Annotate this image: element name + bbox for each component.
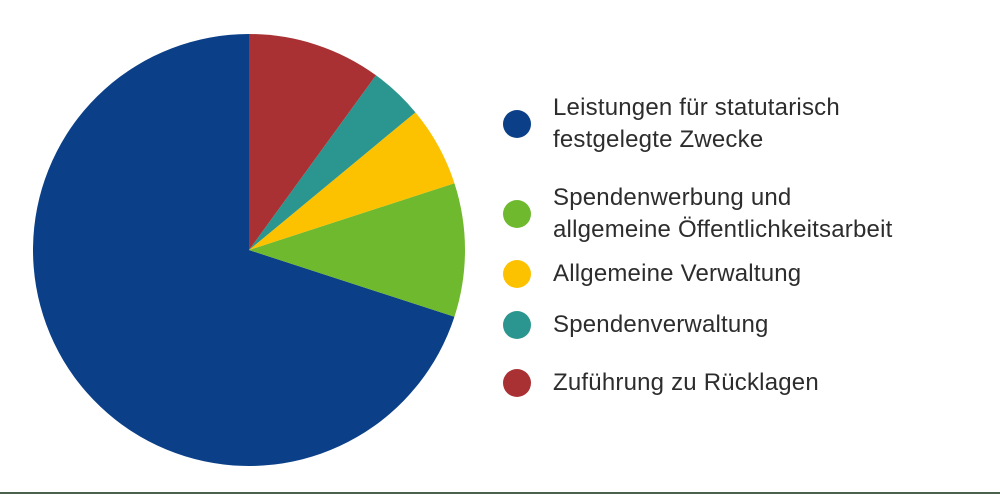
pie-slice-statutarische-zwecke xyxy=(33,34,455,466)
legend-item-spendenwerbung: Spendenwerbung und allgemeine Öffentlich… xyxy=(503,182,892,246)
legend-label-line: allgemeine Öffentlichkeitsarbeit xyxy=(553,216,893,243)
pie-slice-allgemeine-verwaltung xyxy=(249,112,455,250)
legend-label-line: Spendenverwaltung xyxy=(553,311,769,338)
legend-label-line: festgelegte Zwecke xyxy=(553,126,764,153)
pie-slice-ruecklagen xyxy=(249,34,376,250)
legend-item-statutarische-zwecke: Leistungen für statutarisch festgelegte … xyxy=(503,92,892,156)
legend-item-allgemeine-verwaltung: Allgemeine Verwaltung xyxy=(503,258,892,290)
legend-label-allgemeine-verwaltung: Allgemeine Verwaltung xyxy=(553,258,801,290)
pie-chart xyxy=(33,34,466,466)
legend-item-spendenverwaltung: Spendenverwaltung xyxy=(503,309,892,341)
legend-label-statutarische-zwecke: Leistungen für statutarisch festgelegte … xyxy=(553,92,840,156)
legend: Leistungen für statutarisch festgelegte … xyxy=(503,92,892,399)
legend-swatch-green xyxy=(503,200,531,228)
legend-swatch-teal xyxy=(503,311,531,339)
legend-swatch-red xyxy=(503,369,531,397)
legend-item-ruecklagen: Zuführung zu Rücklagen xyxy=(503,367,892,399)
pie-slice-spendenverwaltung xyxy=(249,75,416,250)
legend-label-spendenwerbung: Spendenwerbung und allgemeine Öffentlich… xyxy=(553,182,892,246)
pie-chart-area xyxy=(33,34,466,466)
legend-label-line: Allgemeine Verwaltung xyxy=(553,260,802,287)
legend-label-ruecklagen: Zuführung zu Rücklagen xyxy=(553,367,819,399)
pie-slice-spendenwerbung xyxy=(249,183,466,317)
legend-label-line: Spendenwerbung und xyxy=(553,184,792,211)
legend-swatch-blue xyxy=(503,110,531,138)
legend-label-line: Leistungen für statutarisch xyxy=(553,94,840,121)
legend-label-line: Zuführung zu Rücklagen xyxy=(553,369,819,396)
legend-swatch-yellow xyxy=(503,260,531,288)
legend-label-spendenverwaltung: Spendenverwaltung xyxy=(553,309,769,341)
bottom-divider xyxy=(0,492,1000,494)
